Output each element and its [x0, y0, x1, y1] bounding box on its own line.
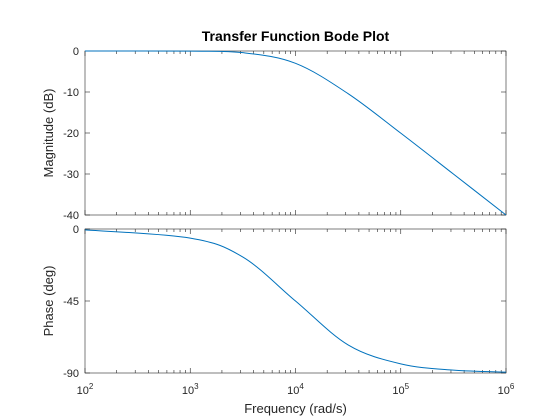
x-tick-label: 102: [77, 382, 94, 397]
phase-series-line: [84, 229, 507, 373]
x-tick-label-exponent: 5: [405, 382, 410, 391]
magnitude-axes: 0 -10 -20 -30 -40 Transfer Function Bode Plo…: [41, 28, 507, 222]
y-tick-label: -45: [63, 296, 79, 308]
x-tick-label-exponent: 4: [299, 382, 304, 391]
x-axis-label: Frequency (rad/s): [244, 401, 347, 416]
x-tick-label: 105: [392, 382, 409, 397]
magnitude-plot-area: [84, 50, 507, 216]
x-tick-label: 106: [498, 382, 515, 397]
y-tick-label: 0: [73, 224, 79, 236]
x-tick-label-base: 10: [287, 385, 299, 397]
y-tick-label: -20: [63, 128, 79, 140]
y-tick-label: -10: [63, 87, 79, 99]
x-tick-label: 103: [182, 382, 199, 397]
y-tick-label: -30: [63, 169, 79, 181]
y-tick-label: 0: [73, 46, 79, 58]
x-tick-label-base: 10: [392, 385, 404, 397]
chart-title: Transfer Function Bode Plot: [202, 28, 390, 44]
magnitude-series-line: [84, 50, 507, 216]
magnitude-ticks: 0 -10 -20 -30 -40: [63, 46, 507, 222]
magnitude-y-axis-label: Magnitude (dB): [41, 89, 56, 178]
x-tick-label-base: 10: [182, 385, 194, 397]
x-tick-label-exponent: 2: [89, 382, 94, 391]
y-tick-label: -90: [63, 368, 79, 380]
y-tick-label: -40: [63, 210, 79, 222]
x-tick-label-exponent: 6: [510, 382, 515, 391]
x-tick-label-base: 10: [77, 385, 89, 397]
x-tick-label-base: 10: [498, 385, 510, 397]
x-tick-label: 104: [287, 382, 304, 397]
x-tick-label-exponent: 3: [194, 382, 199, 391]
phase-y-axis-label: Phase (deg): [41, 266, 56, 337]
